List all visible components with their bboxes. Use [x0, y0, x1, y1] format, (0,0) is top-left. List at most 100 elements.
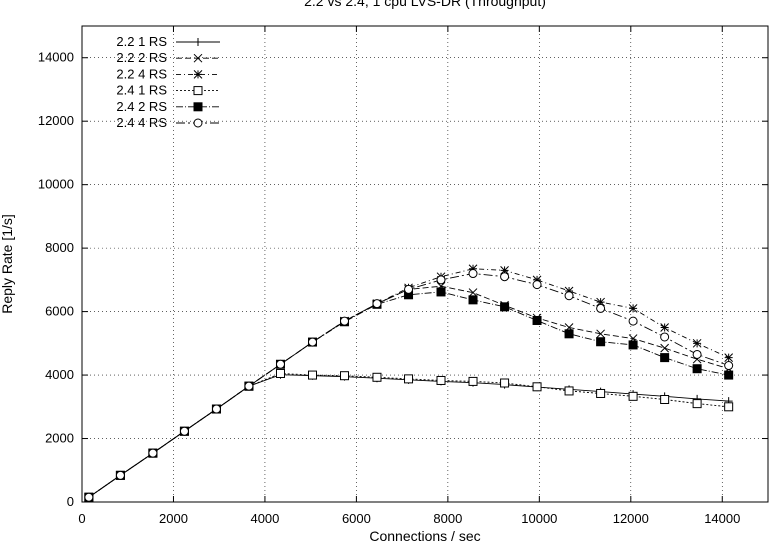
- legend-label: 2.4 2 RS: [116, 99, 167, 114]
- data-point: [84, 492, 94, 502]
- data-point: [724, 353, 734, 362]
- x-tick-label: 0: [78, 511, 85, 526]
- y-tick-label: 4000: [45, 367, 74, 382]
- legend-label: 2.2 2 RS: [116, 50, 167, 65]
- x-tick-label: 10000: [521, 511, 557, 526]
- data-point: [468, 376, 478, 386]
- data-point: [596, 337, 606, 347]
- y-tick-label: 8000: [45, 240, 74, 255]
- data-point: [404, 374, 414, 384]
- data-point: [500, 302, 510, 312]
- data-point: [500, 378, 510, 388]
- data-point: [692, 399, 702, 409]
- y-tick-label: 14000: [38, 50, 74, 65]
- data-point: [468, 295, 478, 305]
- data-point: [628, 304, 638, 313]
- data-point: [532, 280, 542, 290]
- y-tick-label: 12000: [38, 113, 74, 128]
- data-point: [660, 343, 669, 353]
- data-point: [628, 316, 638, 326]
- legend-item: 2.4 1 RS: [116, 83, 220, 98]
- data-point: [244, 381, 254, 391]
- data-point: [211, 404, 221, 414]
- data-point: [275, 368, 285, 378]
- legend-marker: [193, 86, 203, 96]
- legend-marker: [193, 102, 203, 112]
- legend-item: 2.4 2 RS: [116, 99, 220, 114]
- legend-marker: [193, 53, 203, 63]
- x-tick-label: 4000: [250, 511, 279, 526]
- data-point: [275, 359, 285, 369]
- data-point: [660, 353, 670, 363]
- x-tick-label: 2000: [159, 511, 188, 526]
- data-point: [596, 303, 606, 313]
- legend-item: 2.4 4 RS: [116, 115, 220, 130]
- data-point: [179, 426, 189, 436]
- data-point: [628, 391, 638, 401]
- grid: [82, 26, 768, 502]
- data-point: [436, 275, 446, 285]
- data-point: [564, 286, 574, 296]
- data-point: [596, 297, 605, 307]
- y-tick-label: 2000: [45, 431, 74, 446]
- data-point: [115, 470, 125, 480]
- data-point: [500, 272, 510, 282]
- legend-label: 2.2 4 RS: [116, 66, 167, 81]
- series-line: [88, 268, 729, 498]
- data-point: [628, 340, 638, 350]
- data-point: [660, 323, 669, 332]
- data-point: [660, 395, 670, 405]
- data-point: [372, 372, 382, 382]
- series-2: [84, 281, 734, 502]
- data-point: [596, 388, 606, 398]
- legend: 2.2 1 RS2.2 2 RS2.2 4 RS 2.4 1 RS2.4 2 RS…: [116, 34, 220, 130]
- data-point: [468, 288, 478, 297]
- y-tick-label: 0: [67, 494, 74, 509]
- data-point: [468, 269, 478, 279]
- legend-label: 2.2 1 RS: [116, 34, 167, 49]
- x-tick-label: 8000: [433, 511, 462, 526]
- x-axis-label: Connections / sec: [369, 528, 480, 544]
- data-point: [564, 329, 574, 339]
- axis-ticks: 0 2000 4000 6000 8000 10000 12000 14000 0 2000 400…: [38, 26, 768, 526]
- legend-marker: [193, 70, 203, 79]
- data-point: [532, 382, 542, 392]
- x-tick-label: 14000: [704, 511, 740, 526]
- data-point: [436, 375, 446, 385]
- data-point: [724, 402, 734, 412]
- data-point: [564, 291, 574, 301]
- y-tick-label: 6000: [45, 304, 74, 319]
- data-point: [307, 370, 317, 380]
- series-6: [84, 269, 734, 502]
- data-point: [564, 386, 574, 396]
- x-tick-label: 12000: [613, 511, 649, 526]
- data-point: [340, 371, 350, 381]
- data-point: [724, 370, 734, 380]
- data-point: [532, 275, 542, 285]
- data-point: [532, 315, 542, 325]
- legend-marker: [193, 118, 203, 128]
- data-point: [340, 316, 350, 326]
- series-1: [84, 370, 733, 502]
- series-line: [88, 291, 729, 498]
- data-point: [148, 448, 158, 458]
- legend-marker: [194, 38, 202, 46]
- y-tick-label: 10000: [38, 177, 74, 192]
- data-point: [404, 284, 414, 294]
- chart-title: 2.2 vs 2.4, 1 cpu LVS-DR (Throughput): [304, 0, 546, 9]
- legend-label: 2.4 4 RS: [116, 115, 167, 130]
- legend-item: 2.2 2 RS: [116, 50, 220, 65]
- data-point: [436, 287, 446, 297]
- data-point: [692, 338, 702, 348]
- data-point: [660, 332, 670, 342]
- data-point: [307, 337, 317, 347]
- data-point: [692, 364, 702, 374]
- data-point: [724, 361, 734, 371]
- series-layer: [84, 264, 734, 502]
- data-point: [500, 265, 509, 275]
- legend-label: 2.4 1 RS: [116, 83, 167, 98]
- data-point: [372, 299, 382, 309]
- y-axis-label: Reply Rate [1/s]: [0, 214, 15, 314]
- plot-frame: [81, 25, 769, 503]
